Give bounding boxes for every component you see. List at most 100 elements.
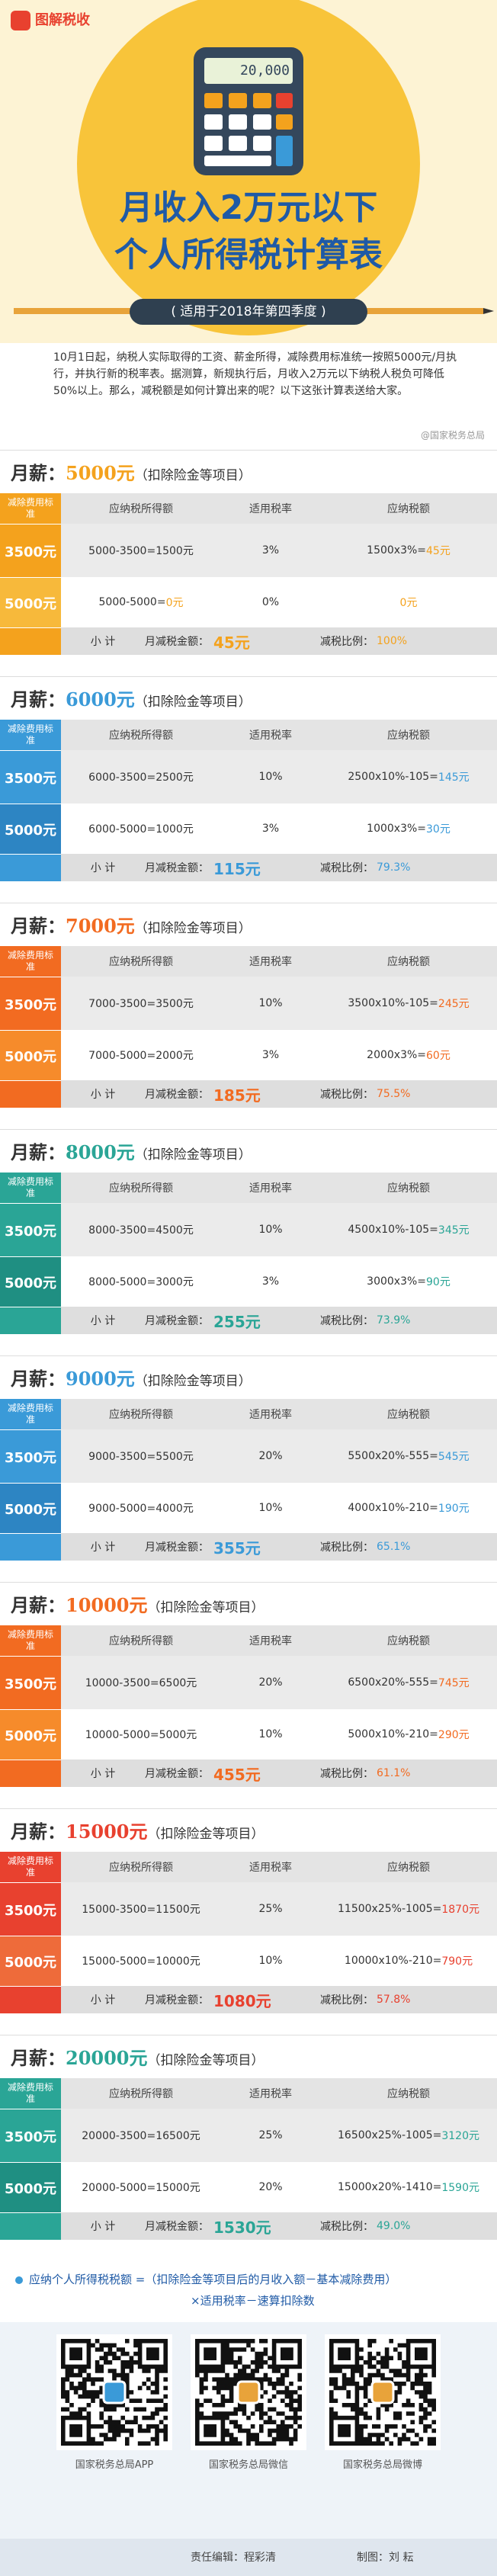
- deduction-cell: 3500元: [0, 1203, 61, 1256]
- column-header: 应纳税额: [387, 1409, 430, 1421]
- table-row-bg: [61, 720, 497, 750]
- table-row-bg: [61, 946, 497, 977]
- table-row-bg: [61, 1429, 497, 1483]
- salary-label: 月薪：: [11, 915, 66, 937]
- ratio-label: 减税比例：: [320, 1768, 374, 1780]
- credits-bar: [0, 2539, 497, 2576]
- rate-cell: 10%: [258, 1955, 283, 1967]
- tax-result: 60元: [426, 1050, 451, 1062]
- deduction-header: 减除费用标准: [0, 2078, 61, 2109]
- tax-result: 30元: [426, 823, 451, 836]
- ratio-label: 减税比例：: [320, 1315, 374, 1327]
- tax-expr: 2000x3%=: [367, 1049, 427, 1061]
- tax-result: 3120元: [441, 2130, 479, 2142]
- designer: 制图：刘 耘: [357, 2552, 414, 2564]
- table-row-bg: [61, 2212, 497, 2240]
- table-row-bg: [61, 2162, 497, 2212]
- deduction-cell: 3500元: [0, 524, 61, 577]
- salary-section: 月薪：10000元（扣除险金等项目） 减除费用标准 3500元 10000-3500=…: [0, 1582, 497, 1808]
- income-cell: 8000-3500=4500元: [88, 1224, 194, 1237]
- table-row-bg: [61, 627, 497, 655]
- ratio: 减税比例： 75.5%: [320, 1080, 488, 1108]
- deduction-header: 减除费用标准: [0, 720, 61, 750]
- column-header: 适用税率: [249, 956, 292, 968]
- qr-code: [56, 2334, 172, 2450]
- section-title: 月薪：6000元（扣除险金等项目）: [11, 686, 252, 716]
- section-title: 月薪：8000元（扣除险金等项目）: [11, 1139, 252, 1169]
- tax-result: 190元: [438, 1503, 470, 1515]
- table-row-bg: [61, 524, 497, 577]
- salary-label: 月薪：: [11, 1368, 66, 1390]
- tax-cell: 15000x20%-1410= 1590元: [320, 2162, 497, 2212]
- column-header: 应纳税额: [387, 1635, 430, 1647]
- qr-logo: [236, 2380, 261, 2404]
- tax-expr: 15000x20%-1410=: [338, 2181, 442, 2193]
- tax-result: 545元: [438, 1451, 470, 1463]
- tax-result: 1870元: [441, 1904, 479, 1916]
- table-row-bg: [61, 1203, 497, 1256]
- salary-section: 月薪：9000元（扣除险金等项目） 减除费用标准 3500元 9000-3500=55…: [0, 1355, 497, 1582]
- reduction-label: 月减税金额：: [145, 636, 209, 648]
- table-row-bg: [61, 804, 497, 854]
- tax-result: 0元: [399, 597, 418, 609]
- deduction-cell: 3500元: [0, 1429, 61, 1483]
- reduction-value: 255元: [213, 1312, 261, 1331]
- header-art: [11, 0, 494, 335]
- reduction-value: 1530元: [213, 2218, 271, 2237]
- qr-caption: 国家税务总局APP: [75, 2459, 154, 2471]
- rate-cell: 3%: [261, 1049, 280, 1061]
- reduction-label: 月减税金额：: [145, 1768, 209, 1780]
- table-row-bg: [61, 1080, 497, 1108]
- column-header: 应纳税所得额: [109, 1862, 173, 1874]
- rate-cell: 0%: [261, 596, 280, 608]
- salary-note: （扣除险金等项目）: [134, 468, 252, 483]
- section-title: 月薪：7000元（扣除险金等项目）: [11, 913, 252, 942]
- deduction-cell: 3500元: [0, 977, 61, 1030]
- rate-cell: 3%: [261, 544, 280, 557]
- source: @国家税务总局: [420, 430, 485, 441]
- reduction-label: 月减税金额：: [145, 1994, 209, 2007]
- deduction-cell: 5000元: [0, 804, 61, 854]
- title-line2: 个人所得税计算表: [114, 236, 383, 274]
- salary-note: （扣除险金等项目）: [147, 1827, 265, 1842]
- table-row-bg: [61, 750, 497, 804]
- ratio-label: 减税比例：: [320, 1994, 374, 2007]
- salary-section: 月薪：7000元（扣除险金等项目） 减除费用标准 3500元 7000-3500=35…: [0, 903, 497, 1129]
- table-row-bg: [61, 2078, 497, 2109]
- income-cell: 15000-5000=10000元: [82, 1955, 200, 1968]
- tax-cell: 10000x10%-210= 790元: [320, 1936, 497, 1986]
- formula-bullet: [15, 2276, 23, 2284]
- salary-section: 月薪：8000元（扣除险金等项目） 减除费用标准 3500元 8000-3500=45…: [0, 1129, 497, 1355]
- deduction-cell: 5000元: [0, 2162, 61, 2212]
- tax-expr: 10000x10%-210=: [344, 1955, 442, 1967]
- column-header: 应纳税所得额: [109, 956, 173, 968]
- tax-result: 145元: [438, 772, 470, 784]
- tax-expr: 11500x25%-1005=: [338, 1903, 442, 1915]
- tax-expr: 4000x10%-210=: [348, 1502, 438, 1514]
- reduction-label: 月减税金额：: [145, 1541, 209, 1554]
- salary-label: 月薪：: [11, 1594, 66, 1616]
- reduction: 月减税金额： 455元: [145, 1760, 313, 1787]
- reduction-label: 月减税金额：: [145, 1089, 209, 1101]
- ratio-value: 57.8%: [377, 1994, 411, 2006]
- tax-expr: 5000x10%-210=: [348, 1728, 438, 1740]
- deduction-cell: 5000元: [0, 1483, 61, 1533]
- reduction: 月减税金额： 255元: [145, 1307, 313, 1334]
- column-header: 应纳税所得额: [109, 730, 173, 742]
- subtotal-label: 小 计: [90, 862, 116, 874]
- salary-note: （扣除险金等项目）: [147, 1600, 265, 1615]
- salary-amount: 6000元: [66, 688, 135, 711]
- deduction-cell: 5000元: [0, 1030, 61, 1080]
- ratio: 减税比例： 49.0%: [320, 2212, 488, 2240]
- reduction-value: 1080元: [213, 1991, 271, 2010]
- tax-result: 790元: [441, 1955, 473, 1968]
- table-row-bg: [61, 977, 497, 1030]
- salary-section: 月薪：5000元（扣除险金等项目） 减除费用标准 3500元 5000-3500=15…: [0, 450, 497, 676]
- subtotal-left: [0, 1080, 61, 1108]
- tax-result: 45元: [426, 545, 451, 557]
- tax-expr: 1000x3%=: [367, 823, 427, 835]
- subtotal-label: 小 计: [90, 636, 116, 648]
- section-title: 月薪：5000元（扣除险金等项目）: [11, 460, 252, 489]
- column-header: 应纳税额: [387, 956, 430, 968]
- formula-line2: ×适用税率－速算扣除数: [191, 2294, 315, 2308]
